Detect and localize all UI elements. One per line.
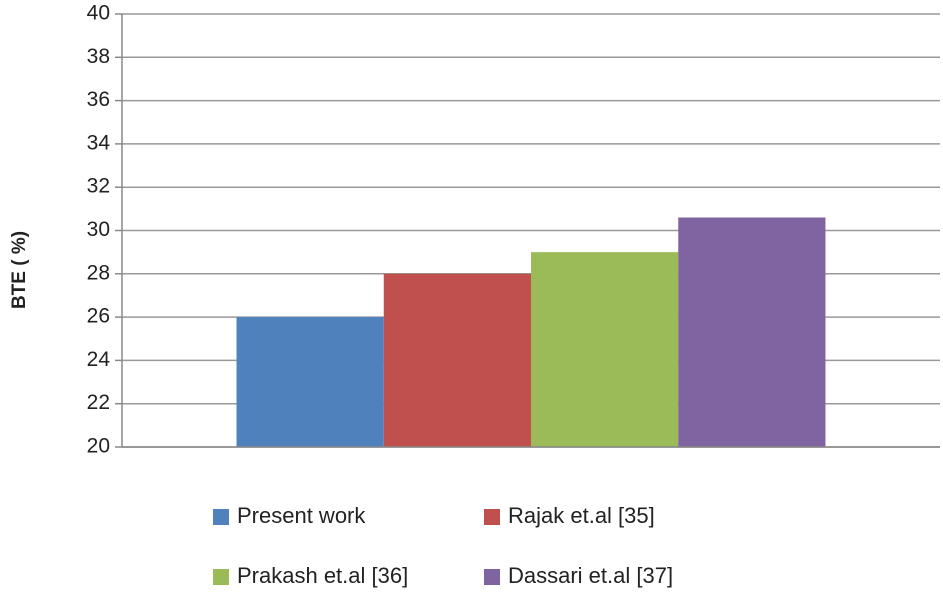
bar <box>531 252 679 447</box>
y-tick-label: 34 <box>87 131 111 154</box>
legend-swatch <box>213 569 229 585</box>
y-axis-label: BTE ( %) <box>9 231 30 309</box>
y-tick-label: 24 <box>87 348 111 371</box>
legend-swatch <box>484 569 500 585</box>
legend-swatch <box>213 509 229 525</box>
y-tick-label: 40 <box>87 2 110 25</box>
legend-label: Prakash et.al [36] <box>237 563 408 588</box>
bar <box>678 217 826 447</box>
legend-label: Present work <box>237 503 366 528</box>
y-tick-label: 26 <box>87 305 110 328</box>
bar <box>236 317 384 447</box>
y-tick-label: 28 <box>87 261 110 284</box>
y-tick-label: 30 <box>87 218 110 241</box>
legend-swatch <box>484 509 500 525</box>
y-tick-label: 36 <box>87 88 110 111</box>
legend-label: Rajak et.al [35] <box>508 503 655 528</box>
y-tick-label: 20 <box>87 435 110 458</box>
y-tick-label: 32 <box>87 175 110 198</box>
legend-label: Dassari et.al [37] <box>508 563 673 588</box>
y-tick-label: 22 <box>87 391 110 414</box>
bar <box>383 273 531 447</box>
y-tick-label: 38 <box>87 45 110 68</box>
